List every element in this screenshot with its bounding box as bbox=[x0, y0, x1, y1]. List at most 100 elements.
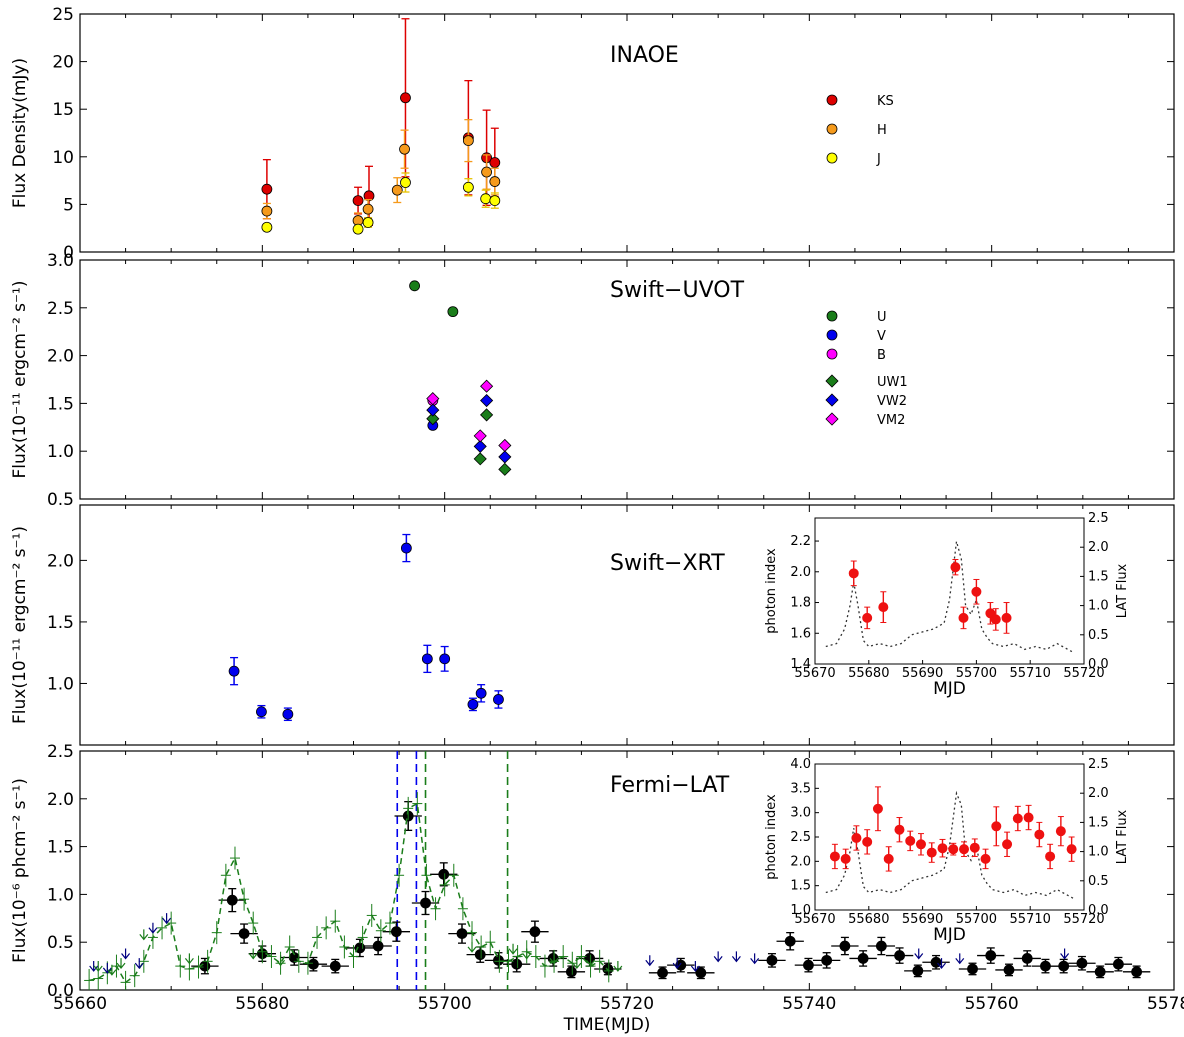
data-point bbox=[493, 694, 504, 705]
inset-data-point bbox=[872, 803, 883, 814]
y-tick-label: 2.0 bbox=[47, 790, 74, 810]
inset-frame bbox=[814, 517, 1085, 665]
legend-marker bbox=[826, 152, 838, 164]
y-axis-label: Flux Density(mJy) bbox=[10, 58, 30, 208]
inset-yr-tick-label: 1.5 bbox=[1088, 815, 1109, 830]
inset-y-axis-label: photon index bbox=[764, 794, 779, 880]
data-point bbox=[1076, 957, 1088, 969]
y-tick-label: 0.0 bbox=[47, 981, 74, 1001]
legend-label: VM2 bbox=[877, 413, 905, 428]
data-point bbox=[1094, 966, 1106, 978]
data-point bbox=[409, 280, 420, 292]
data-point bbox=[475, 687, 487, 699]
data-point bbox=[766, 954, 778, 966]
data-point bbox=[184, 953, 194, 965]
data-point bbox=[493, 954, 504, 966]
legend-label: U bbox=[877, 310, 887, 325]
y-tick-label: 20 bbox=[52, 53, 74, 73]
inset-yr-tick-label: 0.0 bbox=[1088, 657, 1109, 672]
legend-label: V bbox=[877, 329, 886, 344]
data-point bbox=[261, 205, 273, 217]
data-point bbox=[256, 706, 267, 718]
y-tick-label: 0.5 bbox=[47, 490, 74, 510]
data-point bbox=[1021, 953, 1033, 964]
x-axis-label: TIME(MJD) bbox=[563, 1015, 651, 1035]
data-point bbox=[1040, 960, 1051, 972]
inset-data-point bbox=[958, 612, 969, 623]
data-point bbox=[226, 894, 238, 906]
data-point bbox=[473, 429, 487, 443]
data-point bbox=[894, 950, 905, 961]
data-point bbox=[586, 955, 596, 967]
data-point bbox=[102, 962, 112, 974]
data-point bbox=[426, 392, 440, 406]
data-point bbox=[480, 408, 494, 422]
inset-x-tick-label: 55710 bbox=[1010, 666, 1051, 681]
data-point bbox=[821, 954, 833, 966]
data-point bbox=[1060, 948, 1070, 960]
x-tick-label: 55780 bbox=[1147, 994, 1184, 1014]
data-point bbox=[261, 183, 273, 195]
y-tick-label: 10 bbox=[52, 148, 74, 168]
inset-yr-tick-label: 0.0 bbox=[1088, 903, 1109, 918]
inset-yr-tick-label: 1.0 bbox=[1088, 599, 1109, 614]
inset-data-point bbox=[1002, 839, 1013, 850]
inset-data-point bbox=[905, 835, 916, 846]
panel-uvot: 0.5 1.0 1.5 2.0 2.5 3.0 Flux(10⁻¹¹ ergcm⁻² s⁻¹… bbox=[10, 251, 1175, 510]
data-point bbox=[473, 452, 487, 466]
inset-y-tick-label: 3.5 bbox=[790, 781, 811, 796]
data-point bbox=[572, 958, 582, 970]
inset-data-point bbox=[980, 853, 991, 864]
inset-y-tick-label: 4.0 bbox=[790, 757, 811, 772]
panel-title: INAOE bbox=[610, 43, 679, 68]
inset-yr-tick-label: 1.0 bbox=[1088, 845, 1109, 860]
inset-x-tick-label: 55670 bbox=[794, 666, 835, 681]
data-point bbox=[426, 403, 440, 417]
data-point bbox=[228, 665, 240, 677]
data-point bbox=[522, 948, 532, 960]
inset-x-tick-label: 55720 bbox=[1063, 912, 1104, 927]
y-tick-label: 1.0 bbox=[47, 674, 74, 694]
inset-x-tick-label: 55720 bbox=[1063, 666, 1104, 681]
data-point bbox=[967, 963, 978, 975]
data-point bbox=[148, 922, 158, 934]
inset-y-tick-label: 1.0 bbox=[790, 903, 811, 918]
panel-title: Fermi−LAT bbox=[610, 773, 730, 798]
inset-yr-tick-label: 2.0 bbox=[1088, 540, 1109, 555]
data-point bbox=[1131, 966, 1143, 978]
inset-data-point bbox=[971, 586, 982, 597]
legend-label: KS bbox=[877, 94, 894, 109]
data-point bbox=[473, 439, 487, 453]
data-point bbox=[480, 393, 494, 408]
legend-marker bbox=[825, 374, 839, 388]
panel-title: Swift−UVOT bbox=[610, 278, 745, 303]
inset-x-axis-label: MJD bbox=[933, 925, 966, 945]
inset-y-tick-label: 2.5 bbox=[790, 830, 811, 845]
inset-data-point bbox=[878, 602, 889, 613]
data-point bbox=[529, 926, 541, 938]
data-point bbox=[508, 943, 518, 955]
data-point bbox=[462, 181, 474, 193]
data-point bbox=[307, 958, 319, 970]
inset-y-tick-label: 3.0 bbox=[790, 806, 811, 821]
data-point bbox=[875, 940, 887, 952]
data-point bbox=[713, 951, 723, 963]
inset-x-tick-label: 55680 bbox=[848, 912, 889, 927]
data-point bbox=[613, 960, 623, 972]
data-point bbox=[955, 953, 965, 965]
data-point bbox=[498, 462, 512, 476]
data-point bbox=[276, 955, 286, 967]
data-point bbox=[489, 195, 501, 206]
inset-y-tick-label: 1.5 bbox=[790, 879, 811, 894]
y-axis-label: Flux(10⁻⁶ phcm⁻² s⁻¹) bbox=[10, 778, 30, 963]
data-point bbox=[480, 379, 494, 393]
data-point bbox=[282, 708, 294, 720]
data-point bbox=[1003, 964, 1015, 976]
data-point bbox=[857, 953, 869, 964]
x-tick-label: 55760 bbox=[965, 994, 1019, 1014]
inset-data-point bbox=[969, 842, 980, 853]
inset-y-tick-label: 2.0 bbox=[790, 854, 811, 869]
data-point bbox=[400, 92, 411, 104]
x-tick-label: 55700 bbox=[418, 994, 472, 1014]
